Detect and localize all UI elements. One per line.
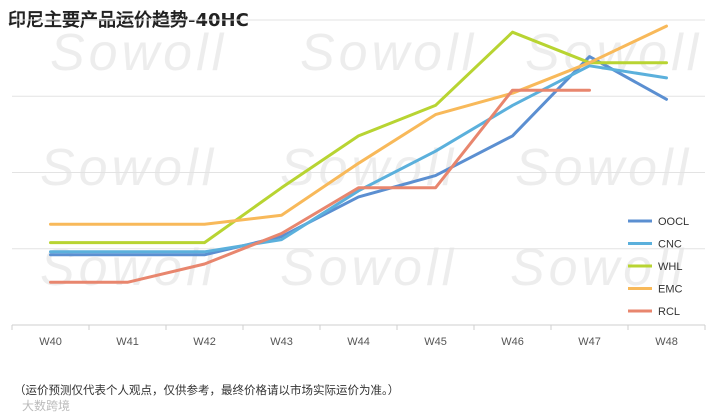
watermark: Sowoll: [515, 139, 692, 197]
watermark: Sowoll: [525, 24, 702, 82]
x-tick-label: W42: [193, 336, 216, 348]
series-line-whl: [49, 30, 668, 245]
watermark: Sowoll: [40, 139, 217, 197]
series-layer: [49, 24, 668, 284]
legend-label: EMC: [658, 284, 683, 296]
legend-label: WHL: [658, 261, 682, 273]
watermark: Sowoll: [300, 24, 477, 82]
x-tick-label: W48: [655, 336, 678, 348]
watermark: Sowoll: [50, 24, 227, 82]
footnote: （运价预测仅代表个人观点，仅供参考，最终价格请以市场实际运价为准。）: [14, 383, 399, 397]
legend: OOCL CNC WHL EMC RCL: [628, 216, 689, 318]
series-line-rcl: [49, 88, 591, 284]
x-axis: W40 W41 W42 W43 W44 W45 W46 W47 W48: [11, 324, 706, 348]
series-line-cnc: [49, 64, 668, 254]
x-tick-label: W40: [39, 336, 62, 348]
watermark: Sowoll: [280, 239, 457, 297]
x-tick-label: W47: [578, 336, 601, 348]
x-tick-label: W43: [270, 336, 293, 348]
corner-logo: 大数跨境: [22, 398, 70, 413]
legend-label: CNC: [658, 239, 682, 251]
x-tick-label: W44: [347, 336, 370, 348]
series-line-oocl: [49, 55, 668, 257]
x-tick-label: W45: [424, 336, 447, 348]
x-tick-label: W46: [501, 336, 524, 348]
x-tick-label: W41: [116, 336, 139, 348]
series-line-emc: [49, 24, 668, 226]
grid: [12, 19, 705, 250]
legend-label: OOCL: [658, 216, 689, 228]
legend-label: RCL: [658, 306, 680, 318]
